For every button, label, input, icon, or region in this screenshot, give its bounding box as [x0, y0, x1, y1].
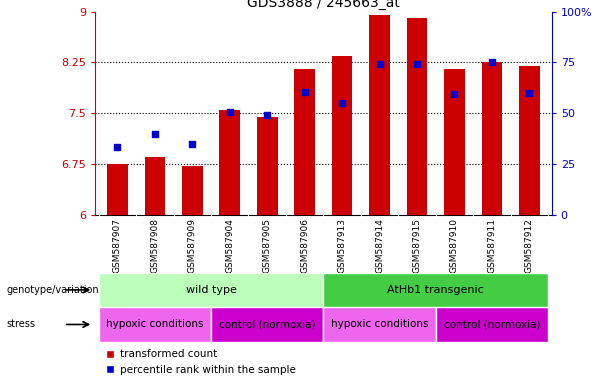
Text: GSM587911: GSM587911 — [487, 218, 497, 273]
Bar — [406, 18, 427, 215]
Point — [487, 59, 497, 65]
Bar — [99, 307, 211, 342]
Bar — [145, 157, 165, 215]
Bar — [182, 166, 203, 215]
Title: GDS3888 / 245663_at: GDS3888 / 245663_at — [247, 0, 400, 10]
Bar — [324, 307, 436, 342]
Text: AtHb1 transgenic: AtHb1 transgenic — [387, 285, 484, 295]
Text: wild type: wild type — [186, 285, 237, 295]
Point — [113, 144, 123, 150]
Text: GSM587908: GSM587908 — [150, 218, 159, 273]
Text: GSM587906: GSM587906 — [300, 218, 309, 273]
Point — [225, 109, 235, 115]
Text: GSM587913: GSM587913 — [338, 218, 346, 273]
Bar — [294, 69, 315, 215]
Bar — [211, 307, 324, 342]
Text: GSM587909: GSM587909 — [188, 218, 197, 273]
Bar — [369, 15, 390, 215]
Text: GSM587905: GSM587905 — [263, 218, 272, 273]
Bar — [444, 69, 465, 215]
Bar — [324, 273, 548, 307]
Point — [337, 100, 347, 106]
Text: hypoxic conditions: hypoxic conditions — [331, 319, 428, 329]
Text: genotype/variation: genotype/variation — [6, 285, 99, 295]
Text: control (normoxia): control (normoxia) — [444, 319, 540, 329]
Bar — [482, 62, 502, 215]
Text: hypoxic conditions: hypoxic conditions — [106, 319, 204, 329]
Bar — [257, 117, 278, 215]
Legend: transformed count, percentile rank within the sample: transformed count, percentile rank withi… — [100, 345, 300, 379]
Text: GSM587912: GSM587912 — [525, 218, 534, 273]
Bar — [219, 110, 240, 215]
Text: GSM587907: GSM587907 — [113, 218, 122, 273]
Text: GSM587914: GSM587914 — [375, 218, 384, 273]
Text: GSM587904: GSM587904 — [225, 218, 234, 273]
Text: stress: stress — [6, 319, 35, 329]
Bar — [332, 56, 352, 215]
Point — [188, 141, 197, 147]
Bar — [107, 164, 128, 215]
Bar — [99, 273, 324, 307]
Point — [375, 61, 384, 68]
Text: GSM587915: GSM587915 — [413, 218, 422, 273]
Point — [150, 131, 160, 137]
Bar — [436, 307, 548, 342]
Point — [524, 90, 534, 96]
Text: GSM587910: GSM587910 — [450, 218, 459, 273]
Point — [412, 61, 422, 68]
Text: control (normoxia): control (normoxia) — [219, 319, 316, 329]
Point — [449, 91, 459, 98]
Bar — [519, 66, 539, 215]
Point — [300, 88, 310, 94]
Point — [262, 112, 272, 118]
